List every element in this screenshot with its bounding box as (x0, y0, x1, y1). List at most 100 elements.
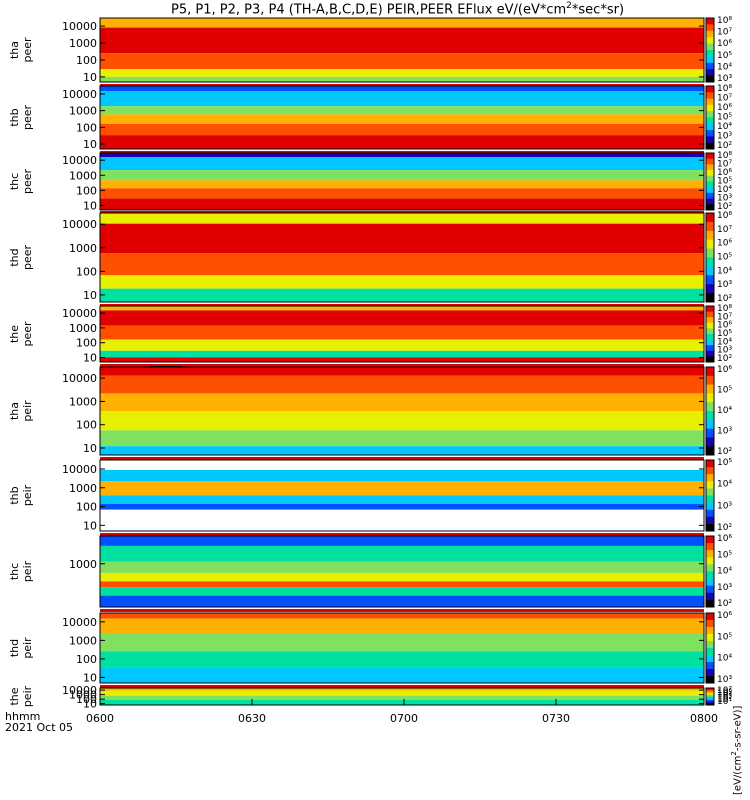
colorbar-tick-label: 10³ (717, 74, 732, 84)
colorbar-segment (706, 564, 714, 572)
plot-title: P5, P1, P2, P3, P4 (TH-A,B,C,D,E) PEIR,P… (85, 1, 710, 17)
energy-band (100, 27, 704, 54)
colorbar-segment (706, 367, 714, 377)
colorbar-segment (706, 339, 714, 346)
colorbar-segment (706, 153, 714, 160)
colorbar-tick-label: 10² (717, 294, 732, 304)
colorbar-tick-label: 10⁸ (717, 151, 732, 161)
colorbar-segment (706, 322, 714, 329)
colorbar-tick-label: 10⁴ (717, 406, 732, 416)
ytick-label: 10 (83, 352, 97, 365)
flag-stripe (100, 151, 704, 153)
colorbar-units-exponent: 2 (730, 751, 738, 756)
energy-band (100, 153, 704, 157)
colorbar-tick-label: 10² (717, 599, 732, 609)
colorbar-segment (706, 69, 714, 77)
colorbar-tick-label: 10³ (717, 693, 732, 703)
colorbar-segment (706, 536, 714, 544)
colorbar-segment (706, 293, 714, 303)
energy-band (100, 561, 704, 573)
energy-band (100, 446, 704, 455)
panel-probe-label: the (8, 687, 21, 705)
colorbar-segment (706, 136, 714, 144)
colorbar-frame (705, 366, 715, 456)
colorbar-tick-label: 10⁸ (717, 16, 732, 26)
ytick-label: 10000 (62, 684, 97, 697)
colorbar-segment (706, 30, 714, 38)
energy-band (100, 288, 704, 302)
colorbar-segment (706, 43, 714, 51)
colorbar-segment (706, 248, 714, 258)
colorbar-segment (706, 130, 714, 137)
colorbar-tick-label: 10⁵ (717, 329, 732, 339)
colorbar-segment (706, 204, 714, 211)
energy-band (100, 581, 704, 588)
colorbar-segment (706, 111, 714, 118)
energy-band (100, 325, 704, 340)
panel-probe-label: thb (8, 486, 21, 504)
colorbar-segment (706, 230, 714, 241)
colorbar-tick-label: 10⁸ (717, 304, 732, 314)
ytick-label: 1000 (69, 482, 97, 495)
panel-species-label: peir (21, 637, 34, 659)
colorbar-frame (705, 85, 715, 150)
energy-band (100, 69, 704, 77)
colorbar-segment (706, 693, 714, 696)
colorbar-tick-label: 10³ (717, 675, 732, 685)
colorbar-segment (706, 481, 714, 489)
colorbar-segment (706, 170, 714, 177)
panel-frame (99, 687, 705, 706)
colorbar-segment (706, 375, 714, 386)
colorbar-segment (706, 669, 714, 677)
energy-band (100, 393, 704, 411)
colorbar-segment (706, 86, 714, 93)
colorbar-segment (706, 50, 714, 57)
colorbar-tick-label: 10⁴ (717, 567, 732, 577)
xtick-label: 0630 (238, 712, 266, 725)
panel-probe-label: thb (8, 108, 21, 126)
spectrogram-panel-thd-peer: 10000 1000 100 10 thd peer 10⁸ 10⁷ 10⁶ 10⁵ 10⁴ 10³ 1… (8, 211, 732, 304)
colorbar-tick-label: 10⁶ (717, 365, 732, 375)
energy-band (100, 367, 704, 376)
energy-band (100, 76, 704, 82)
colorbar-tick-label: 10⁶ (717, 534, 732, 544)
panel-probe-label: thd (8, 639, 21, 657)
colorbar-tick-label: 10⁷ (717, 28, 732, 38)
colorbar-segment (706, 699, 714, 703)
panel-probe-label: thc (8, 563, 21, 580)
energy-band (100, 699, 704, 705)
colorbar-tick-label: 10⁵ (717, 458, 732, 468)
colorbar-tick-label: 10⁵ (717, 177, 732, 187)
colorbar-segment (706, 694, 714, 697)
colorbar-frame (705, 687, 715, 706)
colorbar-tick-label: 10² (717, 202, 732, 212)
colorbar-tick-label: 10³ (717, 346, 732, 356)
colorbar-tick-label: 10⁴ (717, 480, 732, 490)
ytick-label: 100 (76, 501, 97, 514)
flag-stripe (100, 457, 704, 460)
colorbar-segment (706, 428, 714, 438)
colorbar-tick-label: 10³ (717, 501, 732, 511)
ytick-label: 10 (83, 71, 97, 84)
ytick-label: 100 (76, 419, 97, 432)
panel-species-label: peer (21, 169, 34, 195)
colorbar-segment (706, 701, 714, 704)
colorbar-tick-label: 10⁷ (717, 94, 732, 104)
ytick-label: 10000 (62, 307, 97, 320)
energy-band (100, 509, 704, 531)
ytick-label: 100 (76, 184, 97, 197)
colorbar-segment (706, 75, 714, 83)
colorbar-segment (706, 345, 714, 352)
colorbar-tick-label: 10⁵ (717, 253, 732, 263)
energy-band (100, 375, 704, 394)
ytick-label: 1000 (69, 634, 97, 647)
colorbar-tick-label: 10⁵ (717, 386, 732, 396)
ytick-label: 100 (76, 693, 97, 706)
colorbar-tick-label: 10⁵ (717, 51, 732, 61)
energy-band (100, 460, 704, 470)
colorbar-segment (706, 446, 714, 456)
spectrogram-panel-thc-peir: 1000 thc peir 10⁶ 10⁵ 10⁴ 10³ 10² (8, 534, 732, 609)
colorbar-segment (706, 641, 714, 649)
energy-band (100, 275, 704, 289)
